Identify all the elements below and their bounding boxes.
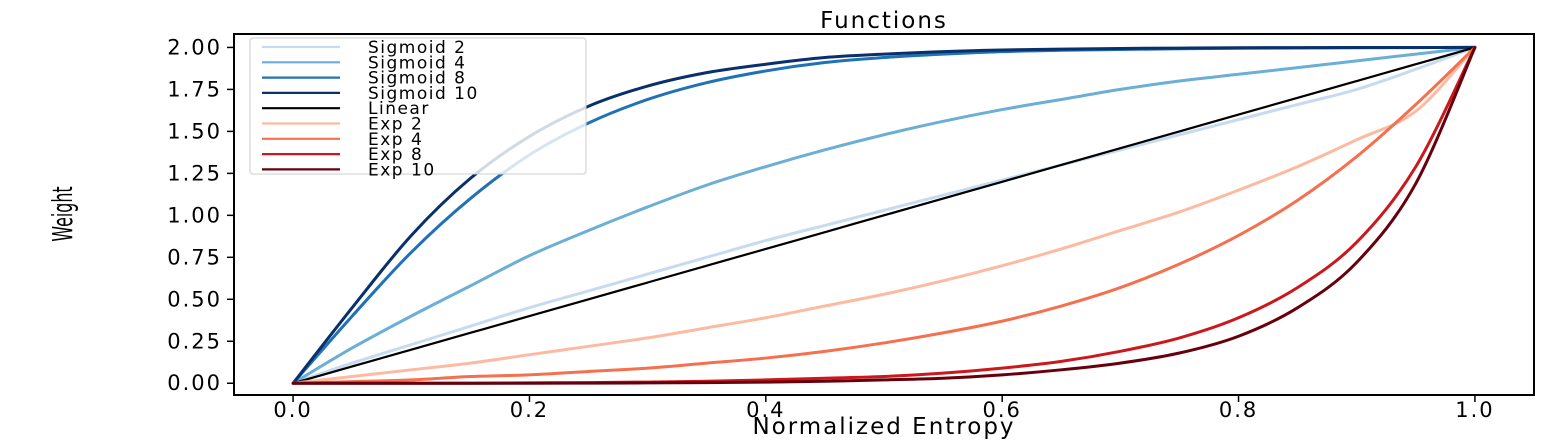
series-line-sigmoid-4: [291, 45, 1477, 385]
series-line-exp-2: [291, 45, 1477, 385]
series-line-sigmoid-10: [291, 45, 1477, 385]
series-layer: [291, 45, 1477, 385]
y-tick-label: 0.00: [167, 371, 222, 395]
legend-label: Exp 10: [368, 160, 436, 180]
y-tick-label: 1.75: [167, 77, 222, 101]
y-tick-label: 1.25: [167, 161, 222, 185]
x-tick-label: 1.0: [1455, 398, 1494, 422]
series-line-exp-10: [291, 45, 1477, 385]
y-tick-label: 1.50: [167, 119, 222, 143]
y-tick-label: 0.50: [167, 287, 222, 311]
legend-label: Sigmoid 4: [368, 53, 467, 73]
legend-label: Sigmoid 10: [368, 84, 479, 104]
legend-label: Linear: [368, 99, 430, 119]
legend-label: Exp 2: [368, 115, 423, 135]
x-tick-label: 0.8: [1219, 398, 1258, 422]
series-line-sigmoid-2: [291, 45, 1477, 385]
legend-box: [249, 37, 587, 175]
y-tick-label: 0.25: [167, 329, 222, 353]
legend-label: Sigmoid 8: [368, 69, 467, 89]
chart-title: Functions: [820, 8, 948, 34]
y-axis-label: Weight: [47, 186, 79, 241]
legend-label: Exp 8: [368, 145, 423, 165]
series-line-linear: [291, 46, 1477, 385]
x-tick-label: 0.0: [273, 398, 312, 422]
x-axis-label: Normalized Entropy: [752, 414, 1015, 440]
series-line-exp-4: [291, 45, 1477, 385]
x-tick-label: 0.6: [982, 398, 1021, 422]
x-tick-label: 0.4: [746, 398, 785, 422]
y-tick-label: 0.75: [167, 245, 222, 269]
legend-label: Exp 4: [368, 130, 423, 150]
plot-frame: [233, 33, 1535, 396]
legend-label: Sigmoid 2: [368, 38, 467, 58]
x-tick-label: 0.2: [510, 398, 549, 422]
y-tick-label: 2.00: [167, 35, 222, 59]
y-tick-label: 1.00: [167, 203, 222, 227]
ticks-layer: 0.0 0.2 0.4 0.6 0.8 1.0 0.00 0.25 0.50 0.75 1.00 1.…: [167, 35, 1494, 422]
